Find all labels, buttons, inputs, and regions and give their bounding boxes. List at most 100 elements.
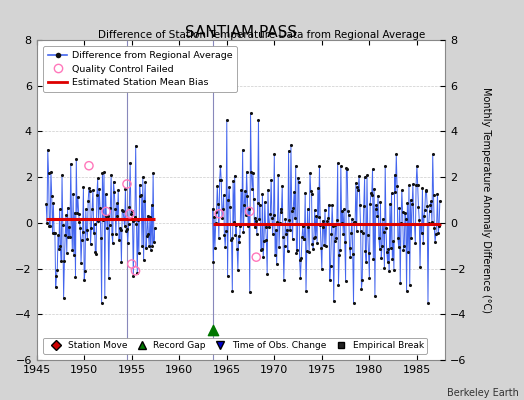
Point — [80, 277, 89, 283]
Point — [421, 206, 429, 213]
Point — [257, 247, 265, 253]
Point — [217, 177, 225, 184]
Point — [59, 222, 67, 229]
Y-axis label: Monthly Temperature Anomaly Difference (°C): Monthly Temperature Anomaly Difference (… — [481, 87, 490, 313]
Point — [123, 226, 131, 232]
Point — [85, 185, 93, 191]
Point — [241, 188, 249, 194]
Point — [78, 237, 86, 243]
Point — [335, 252, 343, 258]
Point — [322, 220, 331, 227]
Point — [69, 191, 78, 198]
Point — [132, 268, 140, 274]
Text: Berkeley Earth: Berkeley Earth — [447, 388, 519, 398]
Point — [119, 215, 128, 222]
Point — [336, 246, 344, 253]
Point — [150, 239, 158, 245]
Point — [209, 258, 217, 265]
Point — [249, 196, 258, 202]
Point — [216, 162, 225, 169]
Point — [275, 244, 283, 250]
Point — [395, 244, 403, 250]
Point — [89, 186, 97, 193]
Point — [356, 228, 365, 234]
Point — [139, 257, 148, 264]
Point — [226, 237, 235, 243]
Point — [240, 202, 248, 208]
Point — [101, 293, 109, 300]
Point — [251, 215, 259, 222]
Point — [365, 275, 374, 281]
Point — [225, 184, 233, 190]
Point — [291, 162, 300, 169]
Point — [423, 202, 431, 209]
Point — [103, 224, 112, 231]
Point — [325, 277, 334, 283]
Point — [215, 234, 223, 241]
Point — [362, 259, 370, 265]
Point — [405, 182, 413, 189]
Point — [117, 259, 126, 266]
Point — [110, 188, 118, 195]
Point — [305, 249, 313, 255]
Point — [361, 247, 369, 254]
Point — [256, 202, 264, 208]
Point — [364, 232, 372, 238]
Point — [410, 220, 419, 227]
Point — [387, 190, 396, 196]
Point — [261, 224, 270, 230]
Point — [376, 246, 384, 252]
Point — [113, 200, 121, 207]
Point — [314, 185, 322, 192]
Point — [311, 234, 320, 240]
Point — [75, 219, 84, 225]
Point — [142, 245, 150, 251]
Point — [414, 204, 423, 210]
Point — [308, 190, 316, 197]
Point — [144, 212, 152, 219]
Point — [79, 184, 88, 190]
Point — [319, 224, 328, 230]
Point — [390, 266, 398, 273]
Point — [137, 192, 146, 198]
Point — [321, 206, 329, 213]
Point — [302, 248, 311, 254]
Point — [102, 208, 110, 215]
Point — [128, 218, 137, 224]
Point — [289, 204, 298, 211]
Point — [59, 295, 68, 302]
Point — [318, 266, 326, 272]
Point — [74, 210, 83, 217]
Point — [229, 178, 237, 184]
Point — [263, 270, 271, 277]
Point — [385, 268, 394, 274]
Point — [63, 204, 72, 211]
Point — [424, 300, 432, 306]
Point — [283, 226, 291, 233]
Point — [410, 220, 418, 227]
Point — [67, 160, 75, 167]
Point — [320, 242, 329, 248]
Point — [331, 222, 340, 228]
Point — [129, 272, 137, 279]
Point — [97, 300, 106, 306]
Point — [43, 146, 52, 153]
Point — [342, 165, 351, 171]
Point — [61, 232, 69, 238]
Point — [255, 216, 264, 222]
Point — [343, 166, 352, 172]
Point — [330, 238, 339, 245]
Point — [378, 243, 386, 249]
Point — [389, 238, 397, 244]
Point — [344, 208, 352, 214]
Point — [257, 246, 266, 252]
Point — [125, 204, 134, 210]
Point — [417, 220, 425, 227]
Point — [353, 184, 362, 190]
Point — [86, 240, 95, 247]
Point — [381, 162, 389, 169]
Point — [106, 205, 115, 211]
Point — [421, 188, 430, 194]
Point — [133, 270, 141, 276]
Point — [418, 230, 426, 236]
